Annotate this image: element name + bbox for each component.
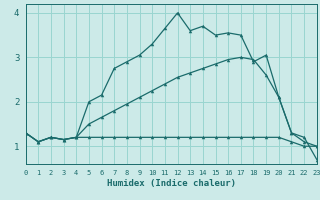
X-axis label: Humidex (Indice chaleur): Humidex (Indice chaleur) [107, 179, 236, 188]
